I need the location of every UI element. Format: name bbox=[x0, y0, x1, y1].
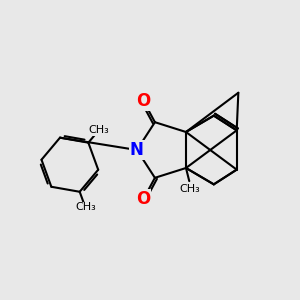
Text: N: N bbox=[130, 141, 144, 159]
Text: O: O bbox=[136, 92, 151, 110]
Text: CH₃: CH₃ bbox=[179, 184, 200, 194]
Text: CH₃: CH₃ bbox=[88, 125, 109, 135]
Text: CH₃: CH₃ bbox=[75, 202, 96, 212]
Text: O: O bbox=[136, 190, 151, 208]
